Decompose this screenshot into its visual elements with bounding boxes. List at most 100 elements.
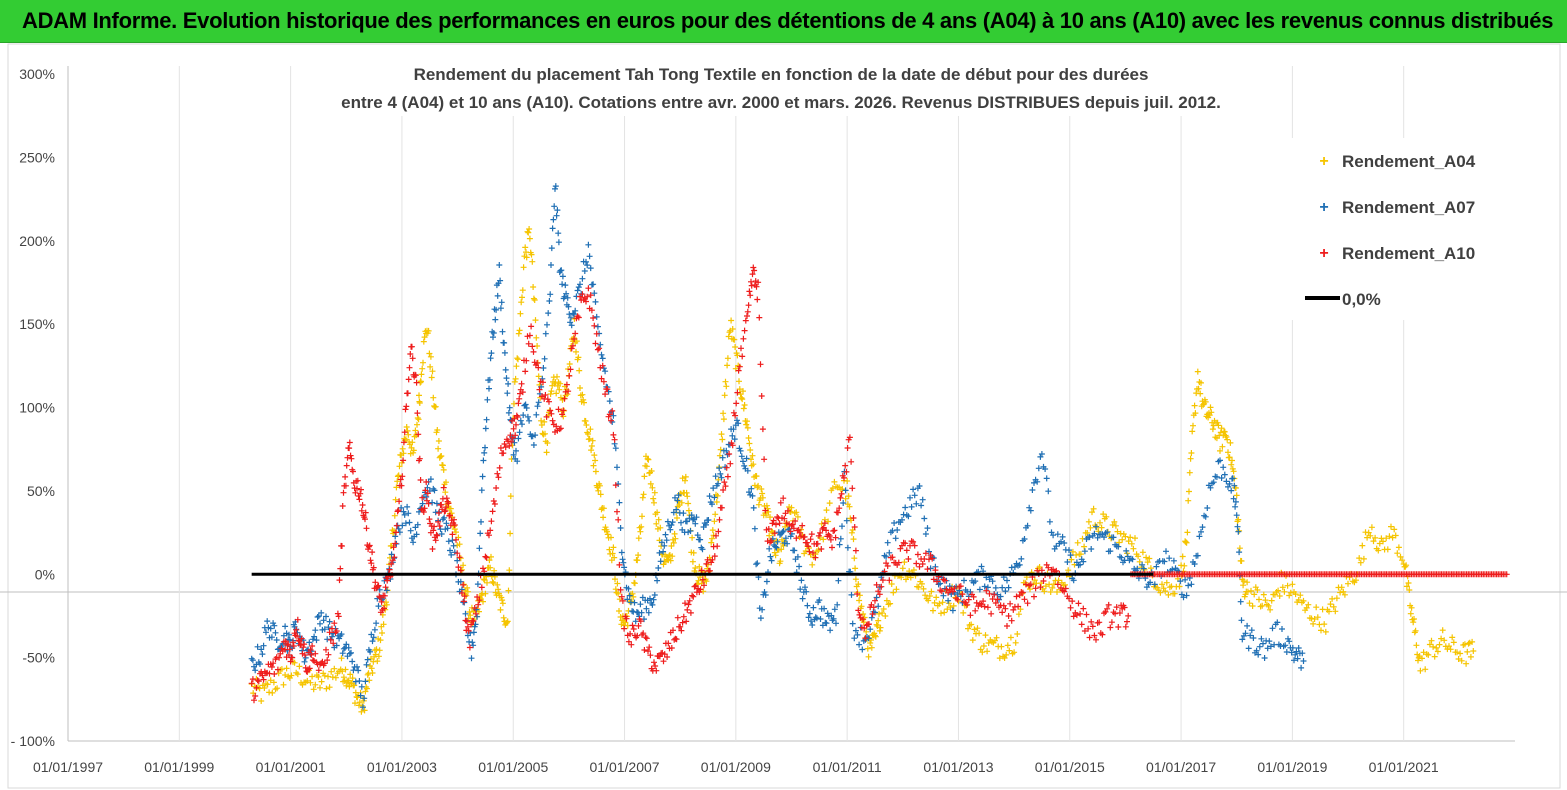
- legend-item-a04: + Rendement_A04: [1319, 152, 1475, 171]
- data-point: [696, 589, 703, 596]
- data-point: [656, 549, 663, 556]
- data-point: [660, 548, 667, 555]
- data-point: [566, 372, 573, 379]
- data-point: [504, 390, 511, 397]
- data-point: [553, 390, 560, 397]
- data-point: [487, 564, 494, 571]
- data-point: [921, 515, 928, 522]
- data-point: [409, 439, 416, 446]
- data-point: [927, 565, 934, 572]
- data-point: [888, 581, 895, 587]
- data-point: [347, 671, 354, 678]
- data-point: [1295, 645, 1302, 651]
- data-point: [1198, 528, 1204, 535]
- data-point: [413, 379, 420, 386]
- data-point: [1410, 619, 1417, 626]
- data-point: [829, 544, 835, 551]
- data-point: [502, 366, 509, 373]
- data-point: [1194, 552, 1201, 559]
- data-point: [258, 698, 265, 704]
- data-point: [1330, 603, 1337, 610]
- data-point: [275, 670, 282, 677]
- data-point: [876, 591, 883, 598]
- data-point: [464, 584, 471, 591]
- data-point: [842, 462, 849, 469]
- data-point: [282, 623, 289, 630]
- data-point: [860, 611, 867, 617]
- data-point: [1041, 588, 1048, 595]
- data-point: [454, 550, 461, 557]
- data-point: [1232, 498, 1239, 505]
- data-point: [359, 502, 366, 508]
- data-point: [479, 473, 486, 480]
- data-point: [482, 553, 489, 560]
- data-point: [592, 457, 599, 464]
- data-point: [254, 677, 261, 684]
- data-point: [1043, 475, 1050, 482]
- data-point: [729, 326, 736, 332]
- data-point: [1002, 605, 1009, 612]
- data-point: [1215, 422, 1222, 429]
- data-point: [867, 626, 874, 633]
- data-point: [295, 637, 302, 644]
- data-point: [1024, 522, 1031, 529]
- data-point: [831, 527, 838, 534]
- data-point: [615, 590, 622, 597]
- data-point: [626, 592, 633, 599]
- data-point: [1081, 543, 1088, 550]
- data-point: [373, 646, 380, 653]
- data-point: [740, 388, 746, 395]
- data-point: [334, 610, 341, 617]
- data-point: [1170, 557, 1177, 564]
- data-point: [379, 630, 385, 636]
- data-point: [402, 520, 409, 527]
- data-point: [941, 577, 948, 584]
- data-point: [1127, 534, 1134, 541]
- data-point: [375, 603, 382, 610]
- data-point: [858, 603, 865, 610]
- data-point: [1027, 581, 1034, 588]
- data-point: [530, 284, 537, 290]
- data-point: [744, 418, 750, 425]
- data-point: [392, 540, 399, 547]
- data-point: [440, 466, 447, 473]
- y-tick-label: 100%: [19, 400, 55, 416]
- data-point: [434, 532, 441, 539]
- data-point: [1097, 519, 1103, 526]
- data-point: [346, 650, 353, 657]
- data-point: [856, 611, 863, 618]
- data-point: [738, 394, 745, 401]
- data-point: [1113, 604, 1120, 611]
- data-point: [314, 614, 321, 620]
- data-point: [606, 398, 613, 405]
- data-point: [1258, 635, 1265, 642]
- data-point: [432, 537, 439, 544]
- data-point: [981, 603, 988, 610]
- data-point: [1219, 443, 1226, 450]
- data-point: [657, 558, 664, 565]
- data-point: [443, 479, 449, 486]
- data-point: [711, 553, 718, 560]
- data-point: [354, 663, 360, 670]
- data-point: [706, 493, 713, 500]
- data-point: [1313, 604, 1320, 611]
- data-point: [1240, 578, 1247, 585]
- data-point: [799, 522, 806, 529]
- data-point: [789, 521, 796, 528]
- data-point: [1070, 577, 1077, 584]
- data-point: [744, 313, 750, 319]
- data-point: [1004, 642, 1011, 649]
- data-point: [260, 676, 267, 683]
- data-point: [1298, 664, 1305, 671]
- data-point: [464, 588, 471, 595]
- data-point: [600, 378, 607, 385]
- data-point: [1093, 636, 1099, 643]
- data-point: [961, 577, 967, 584]
- data-point: [357, 692, 364, 699]
- data-point: [412, 372, 419, 379]
- data-point: [372, 651, 379, 658]
- data-point: [1180, 594, 1187, 601]
- data-point: [924, 566, 931, 573]
- data-point: [1157, 589, 1164, 596]
- data-point: [344, 454, 351, 461]
